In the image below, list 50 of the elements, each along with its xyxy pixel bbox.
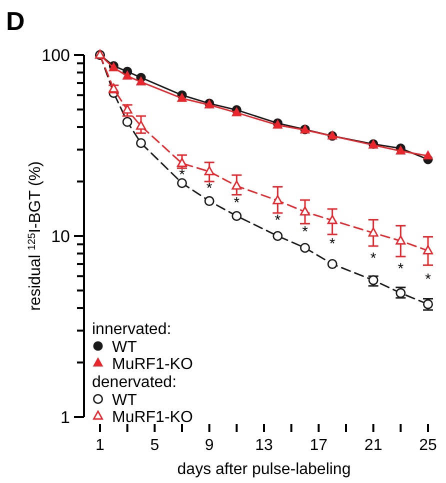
legend-label: MuRF1-KO	[112, 356, 193, 373]
annotation: *	[234, 194, 240, 212]
annotation: *	[398, 260, 404, 278]
point	[136, 120, 146, 130]
y-tick-label: 10	[51, 226, 70, 246]
point	[204, 166, 214, 176]
point	[327, 214, 338, 224]
legend-label: MuRF1-KO	[112, 409, 193, 426]
point	[177, 158, 187, 168]
annotation: *	[274, 212, 281, 229]
point	[122, 104, 132, 114]
annotation: innervated:	[92, 321, 172, 338]
point	[232, 180, 242, 190]
point	[136, 76, 146, 86]
point	[300, 206, 310, 216]
x-tick-label: 1	[96, 437, 105, 454]
x-tick-label: 5	[150, 437, 160, 454]
annotation: *	[370, 250, 376, 268]
point	[272, 231, 283, 241]
point	[423, 150, 433, 160]
x-tick-label: 21	[364, 437, 382, 454]
point	[272, 195, 283, 204]
legend-label: WT	[112, 339, 138, 356]
chart-title: D	[6, 6, 25, 36]
y-tick-label: 100	[42, 46, 70, 65]
y-tick-label: 1	[60, 408, 70, 427]
point	[396, 235, 406, 245]
point	[177, 178, 187, 188]
annotation: *	[425, 270, 432, 288]
point	[327, 259, 338, 270]
point	[122, 70, 132, 80]
x-tick-label: 17	[310, 437, 328, 454]
annotation: *	[329, 236, 336, 253]
x-axis-title: days after pulse-labeling	[177, 461, 351, 478]
point	[368, 227, 378, 237]
annotation: denervated:	[92, 374, 177, 391]
point	[300, 242, 310, 253]
x-tick-label: 25	[419, 437, 437, 454]
point	[204, 196, 214, 206]
point	[122, 116, 132, 127]
legend-label: WT	[112, 392, 138, 409]
x-tick-label: 9	[204, 437, 214, 454]
annotation: *	[206, 180, 212, 197]
point	[423, 245, 433, 254]
x-tick-label: 13	[255, 437, 273, 454]
point	[136, 138, 146, 148]
point	[177, 93, 187, 102]
annotation: *	[179, 166, 186, 184]
annotation: *	[302, 223, 308, 240]
point	[232, 210, 242, 221]
